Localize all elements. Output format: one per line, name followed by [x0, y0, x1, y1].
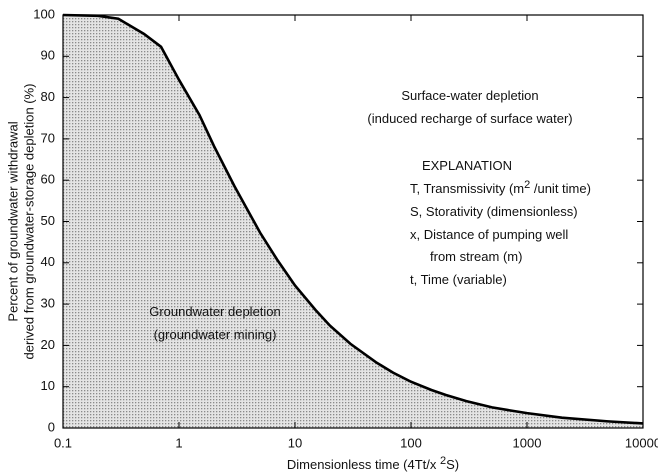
- y-tick-label: 100: [33, 6, 55, 21]
- y-tick-label: 30: [41, 296, 55, 311]
- annotation-part: t, Time (variable): [410, 272, 507, 287]
- x-tick-label: 100: [400, 435, 422, 450]
- x-axis-label: Dimensionless time (4Tt/x 2S): [287, 455, 459, 473]
- annotation-part: (groundwater mining): [154, 327, 277, 342]
- annotation: T, Transmissivity (m2 /unit time): [410, 179, 591, 197]
- annotation: (groundwater mining): [154, 327, 277, 342]
- annotation: x, Distance of pumping well: [410, 227, 568, 242]
- line: [62, 13, 644, 425]
- y-tick-label: 70: [41, 130, 55, 145]
- x-tick-label: 1: [175, 435, 182, 450]
- area: [63, 15, 643, 428]
- x-tick-label: 10: [288, 435, 302, 450]
- x-axis-label-part: 2: [440, 455, 446, 467]
- annotation-part: (induced recharge of surface water): [367, 111, 572, 126]
- annotation: (induced recharge of surface water): [367, 111, 572, 126]
- annotation-part: x, Distance of pumping well: [410, 227, 568, 242]
- annotation: Groundwater depletion: [149, 304, 281, 319]
- y-axis-label: Percent of groundwater withdrawal: [5, 121, 20, 321]
- annotation-part: EXPLANATION: [422, 158, 512, 173]
- annotation-part: Surface-water depletion: [401, 88, 538, 103]
- x-axis-label-part: S): [446, 457, 459, 472]
- annotation-part: from stream (m): [430, 249, 522, 264]
- x-tick-label: 10000: [625, 435, 658, 450]
- annotation: t, Time (variable): [410, 272, 507, 287]
- annotation-part: 2: [524, 179, 530, 191]
- y-tick-label: 60: [41, 172, 55, 187]
- annotation: Surface-water depletion: [401, 88, 538, 103]
- annotation: from stream (m): [430, 249, 522, 264]
- annotation-part: T, Transmissivity (m: [410, 181, 524, 196]
- annotation-part: S, Storativity (dimensionless): [410, 204, 578, 219]
- y-tick-label: 80: [41, 89, 55, 104]
- y-tick-label: 20: [41, 337, 55, 352]
- annotation: EXPLANATION: [422, 158, 512, 173]
- x-tick-label: 1000: [513, 435, 542, 450]
- annotation-part: Groundwater depletion: [149, 304, 281, 319]
- annotation-part: /unit time): [530, 181, 591, 196]
- y-tick-label: 50: [41, 213, 55, 228]
- y-tick-label: 10: [41, 378, 55, 393]
- x-tick-label: 0.1: [54, 435, 72, 450]
- annotation: S, Storativity (dimensionless): [410, 204, 578, 219]
- y-axis-label: derived from groundwater-storage depleti…: [21, 83, 36, 359]
- y-tick-label: 40: [41, 254, 55, 269]
- y-tick-label: 90: [41, 48, 55, 63]
- x-axis-label-part: Dimensionless time (4Tt/x: [287, 457, 440, 472]
- y-tick-label: 0: [48, 419, 55, 434]
